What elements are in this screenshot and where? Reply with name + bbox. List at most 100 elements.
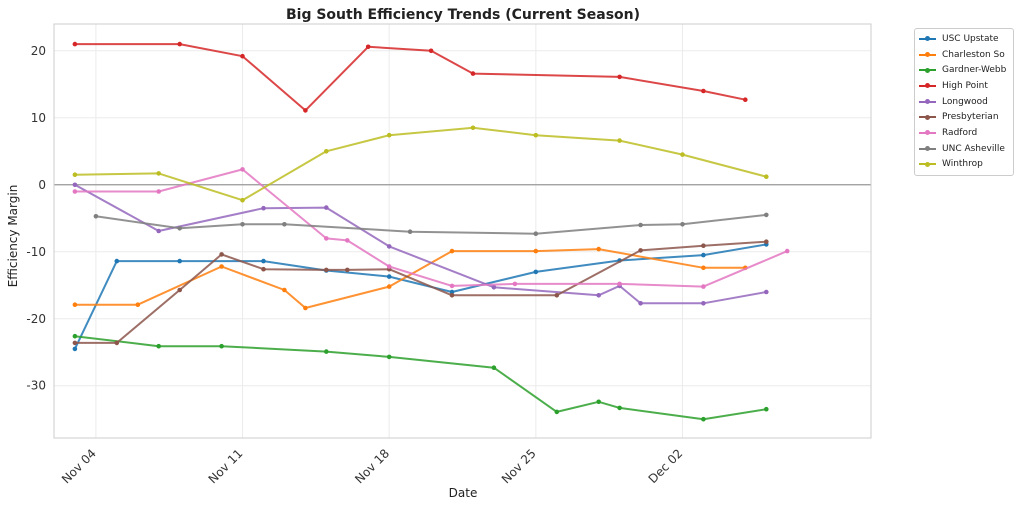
legend-item-high-point: High Point bbox=[915, 78, 1013, 94]
data-point-presbyterian bbox=[177, 287, 182, 293]
data-point-presbyterian bbox=[345, 267, 350, 273]
legend-label: Gardner-Webb bbox=[942, 65, 1007, 76]
legend-item-unc-asheville: UNC Asheville bbox=[915, 141, 1013, 157]
legend-item-winthrop: Winthrop bbox=[915, 157, 1013, 173]
legend-label: UNC Asheville bbox=[942, 143, 1005, 154]
data-point-radford bbox=[156, 189, 161, 194]
data-point-unc-asheville bbox=[93, 214, 99, 219]
data-point-charleston-so bbox=[282, 287, 287, 293]
data-point-radford bbox=[345, 238, 350, 243]
data-point-winthrop bbox=[240, 197, 245, 203]
data-point-charleston-so bbox=[135, 302, 141, 308]
data-point-winthrop bbox=[680, 152, 685, 157]
data-point-radford bbox=[784, 248, 790, 254]
data-point-radford bbox=[72, 189, 78, 194]
legend-swatch bbox=[919, 34, 936, 44]
data-point-longwood bbox=[638, 301, 643, 306]
data-point-gardner-webb bbox=[491, 365, 497, 371]
data-point-high-point bbox=[617, 74, 622, 80]
y-tick-label: 20 bbox=[31, 44, 46, 58]
data-point-gardner-webb bbox=[596, 399, 601, 405]
series-gardner-webb bbox=[72, 333, 769, 422]
legend-swatch bbox=[919, 97, 936, 107]
data-point-presbyterian bbox=[261, 266, 266, 272]
data-point-presbyterian bbox=[72, 340, 78, 346]
legend-label: USC Upstate bbox=[942, 33, 999, 44]
grid-lines bbox=[54, 24, 871, 438]
data-point-presbyterian bbox=[114, 340, 120, 346]
data-point-longwood bbox=[701, 301, 706, 306]
data-point-winthrop bbox=[470, 125, 476, 131]
data-point-usc-upstate bbox=[177, 258, 182, 264]
data-point-unc-asheville bbox=[407, 229, 413, 234]
data-point-high-point bbox=[743, 97, 748, 102]
series-line-high-point bbox=[74, 43, 746, 112]
legend-swatch bbox=[919, 50, 936, 60]
y-tick-label: -30 bbox=[26, 379, 46, 393]
data-point-longwood bbox=[764, 289, 769, 295]
data-point-gardner-webb bbox=[701, 416, 706, 422]
data-point-charleston-so bbox=[386, 284, 392, 289]
data-point-longwood bbox=[596, 293, 601, 298]
y-tick-label: -20 bbox=[26, 312, 46, 326]
data-point-gardner-webb bbox=[554, 409, 560, 415]
data-point-gardner-webb bbox=[386, 354, 392, 360]
data-point-winthrop bbox=[72, 172, 78, 177]
y-axis-label: Efficiency Margin bbox=[6, 185, 20, 288]
data-point-presbyterian bbox=[638, 248, 643, 253]
data-point-presbyterian bbox=[764, 239, 769, 244]
data-point-longwood bbox=[261, 205, 266, 211]
data-point-gardner-webb bbox=[72, 333, 78, 339]
data-point-high-point bbox=[240, 53, 245, 59]
legend-item-longwood: Longwood bbox=[915, 94, 1013, 110]
chart-title: Big South Efficiency Trends (Current Sea… bbox=[286, 7, 640, 23]
data-point-longwood bbox=[156, 228, 161, 234]
data-point-high-point bbox=[701, 88, 706, 94]
data-point-radford bbox=[386, 264, 392, 269]
y-tick-label: 10 bbox=[31, 111, 46, 125]
legend-label: Presbyterian bbox=[942, 112, 999, 123]
data-point-usc-upstate bbox=[701, 252, 706, 258]
data-point-charleston-so bbox=[533, 248, 539, 254]
data-point-usc-upstate bbox=[449, 289, 455, 295]
data-point-usc-upstate bbox=[72, 346, 78, 352]
legend-item-usc-upstate: USC Upstate bbox=[915, 31, 1013, 47]
data-point-high-point bbox=[365, 44, 371, 50]
x-tick-label: Nov 25 bbox=[499, 446, 539, 486]
x-axis-label: Date bbox=[449, 486, 478, 500]
legend-swatch bbox=[919, 81, 936, 91]
series-line-unc-asheville bbox=[95, 213, 767, 235]
data-point-high-point bbox=[177, 41, 182, 47]
data-point-charleston-so bbox=[219, 264, 224, 269]
data-point-usc-upstate bbox=[533, 269, 539, 275]
legend-swatch bbox=[919, 112, 936, 122]
data-point-unc-asheville bbox=[177, 226, 182, 231]
series-line-winthrop bbox=[74, 126, 767, 202]
data-point-gardner-webb bbox=[324, 349, 329, 354]
data-point-usc-upstate bbox=[386, 274, 392, 279]
series-presbyterian bbox=[72, 239, 769, 346]
data-point-unc-asheville bbox=[680, 222, 685, 227]
x-tick-label: Nov 04 bbox=[59, 446, 99, 486]
data-point-charleston-so bbox=[72, 302, 78, 308]
data-point-charleston-so bbox=[303, 305, 308, 311]
data-point-winthrop bbox=[156, 171, 161, 176]
data-point-radford bbox=[512, 281, 518, 287]
data-point-winthrop bbox=[324, 149, 329, 154]
data-point-presbyterian bbox=[701, 243, 706, 248]
data-point-gardner-webb bbox=[617, 405, 622, 411]
data-point-radford bbox=[449, 283, 455, 289]
plot-frame bbox=[53, 23, 872, 439]
data-point-unc-asheville bbox=[764, 212, 769, 218]
x-tick-label: Nov 18 bbox=[352, 446, 392, 486]
x-tick-label: Dec 02 bbox=[646, 446, 686, 486]
data-point-winthrop bbox=[533, 132, 539, 138]
data-point-longwood bbox=[324, 205, 329, 210]
data-point-winthrop bbox=[764, 174, 769, 179]
data-point-winthrop bbox=[617, 138, 622, 143]
data-point-unc-asheville bbox=[533, 231, 539, 236]
data-point-charleston-so bbox=[701, 265, 706, 271]
series-radford bbox=[72, 167, 790, 289]
data-point-usc-upstate bbox=[261, 258, 266, 264]
chart-legend: USC Upstate Charleston So Gardner-Webb High… bbox=[914, 28, 1014, 177]
